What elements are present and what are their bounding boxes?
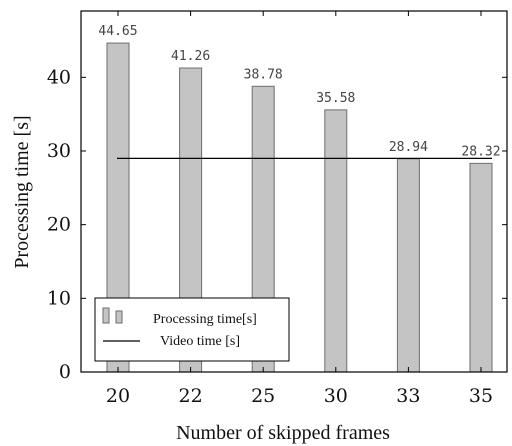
x-tick-label-25: 25 (251, 385, 275, 407)
y-tick-label-10: 10 (47, 287, 71, 309)
legend-bar-swatch-2 (115, 310, 123, 324)
legend-box (94, 297, 290, 362)
y-tick-label-40: 40 (47, 66, 71, 88)
bar-33 (396, 158, 420, 373)
axes-layer (80, 10, 508, 373)
x-tick-label-35: 35 (469, 385, 493, 407)
legend-label-video-time: Video time [s] (160, 334, 240, 349)
plot-frame (80, 10, 508, 373)
data-label-30: 35.58 (316, 91, 355, 106)
data-label-22: 41.26 (171, 49, 210, 64)
bar-30 (324, 109, 348, 373)
x-tick-label-22: 22 (179, 385, 203, 407)
legend: Processing time[s] Video time [s] (94, 297, 290, 362)
y-axis-title: Processing time [s] (11, 115, 33, 268)
legend-bar-swatch-1 (102, 307, 110, 324)
bar-35 (469, 162, 493, 373)
data-label-33: 28.94 (389, 140, 428, 155)
x-axis-title: Number of skipped frames (176, 422, 390, 444)
labels-layer: 44.65 41.26 38.78 35.58 28.94 28.32 0 10 20 30 40 2… (47, 24, 501, 407)
data-label-25: 38.78 (244, 67, 283, 82)
x-tick-label-30: 30 (324, 385, 348, 407)
data-label-20: 44.65 (98, 24, 137, 39)
y-tick-label-30: 30 (47, 140, 71, 162)
x-tick-label-33: 33 (396, 385, 420, 407)
legend-label-processing-time: Processing time[s] (153, 312, 257, 327)
x-tick-label-20: 20 (106, 385, 130, 407)
data-label-35: 28.32 (461, 144, 500, 159)
bars-layer (106, 42, 493, 373)
y-tick-label-0: 0 (59, 361, 71, 383)
y-tick-label-20: 20 (47, 214, 71, 236)
